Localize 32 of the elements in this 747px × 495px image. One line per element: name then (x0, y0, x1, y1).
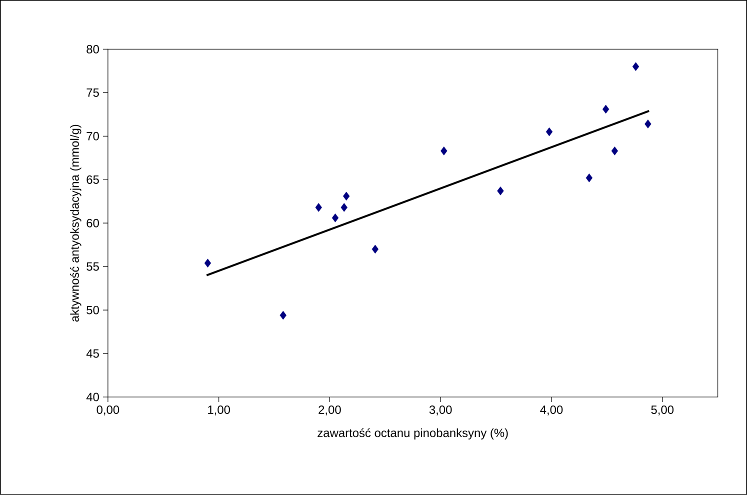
y-tick-label: 55 (86, 262, 99, 271)
x-tick-label: 4,00 (540, 406, 563, 416)
point (611, 146, 618, 156)
x-tick-label: 0,00 (96, 406, 120, 416)
y-tick-label: 65 (86, 175, 99, 184)
point (440, 146, 448, 156)
point (340, 203, 348, 212)
x-tick-label: 2,00 (318, 406, 341, 416)
x-tick-label: 1,00 (208, 406, 230, 416)
point (204, 258, 212, 268)
y-tick-label: 80 (86, 45, 99, 54)
point (372, 244, 379, 254)
point (332, 214, 339, 222)
point (280, 310, 286, 320)
point (632, 62, 640, 72)
y-tick-label: 45 (86, 349, 99, 358)
y-tick-label: 60 (86, 218, 99, 228)
point (315, 203, 322, 212)
point (602, 104, 610, 114)
point (497, 186, 504, 196)
y-tick-label: 70 (86, 132, 99, 140)
point (546, 127, 553, 136)
x-tick-label: 5,00 (651, 406, 674, 416)
x-axis-title: zawartość octanu pinobanksyny (%) (318, 428, 508, 440)
y-tick-label: 50 (86, 306, 99, 314)
y-tick-label: 75 (86, 88, 99, 97)
point (586, 174, 593, 182)
point (343, 192, 350, 201)
y-tick-label: 40 (86, 392, 99, 402)
point (644, 120, 652, 128)
y-axis-title: aktywność antyoksydacyjna (mmol/g) (70, 124, 82, 322)
x-tick-label: 3,00 (429, 406, 452, 416)
